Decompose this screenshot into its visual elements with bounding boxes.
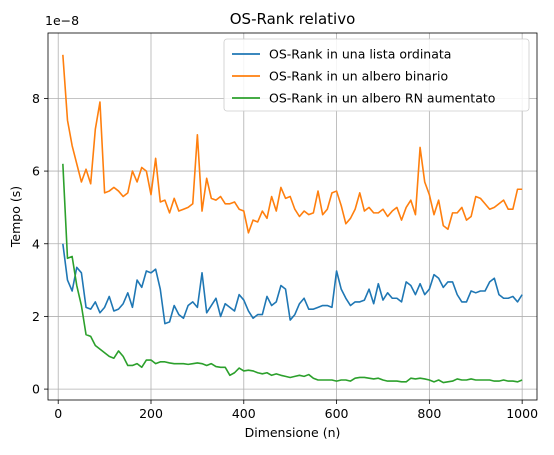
y-tick-label: 4 (32, 236, 40, 251)
x-tick-label: 800 (417, 406, 441, 421)
legend-entry-3: OS-Rank in un albero RN aumentato (269, 91, 495, 106)
legend-entry-1: OS-Rank in una lista ordinata (269, 47, 451, 62)
y-axis-label: Tempo (s) (8, 186, 23, 248)
x-tick-label: 0 (54, 406, 62, 421)
chart-title: OS-Rank relativo (230, 10, 356, 28)
x-tick-label: 400 (232, 406, 256, 421)
series-layer (62, 54, 523, 384)
x-tick-label: 600 (325, 406, 349, 421)
legend: OS-Rank in una lista ordinata OS-Rank in … (223, 38, 530, 112)
series-line-1 (62, 243, 523, 325)
legend-entry-2: OS-Rank in un albero binario (269, 69, 448, 84)
x-axis-label: Dimensione (n) (245, 425, 341, 440)
series-line-3 (62, 163, 523, 384)
plot-frame (47, 32, 538, 401)
y-tick-label: 2 (32, 309, 40, 324)
y-tick-label: 8 (32, 91, 40, 106)
series-line-2 (62, 54, 523, 234)
y-tick-label: 0 (32, 382, 40, 397)
y-offset-text: 1e−8 (45, 13, 79, 28)
x-tick-label: 1000 (506, 406, 538, 421)
ticks: 0 200 400 600 800 1000 0 2 4 6 8 (32, 91, 538, 421)
y-tick-label: 6 (32, 164, 40, 179)
x-tick-label: 200 (139, 406, 163, 421)
legend-frame (223, 38, 530, 112)
